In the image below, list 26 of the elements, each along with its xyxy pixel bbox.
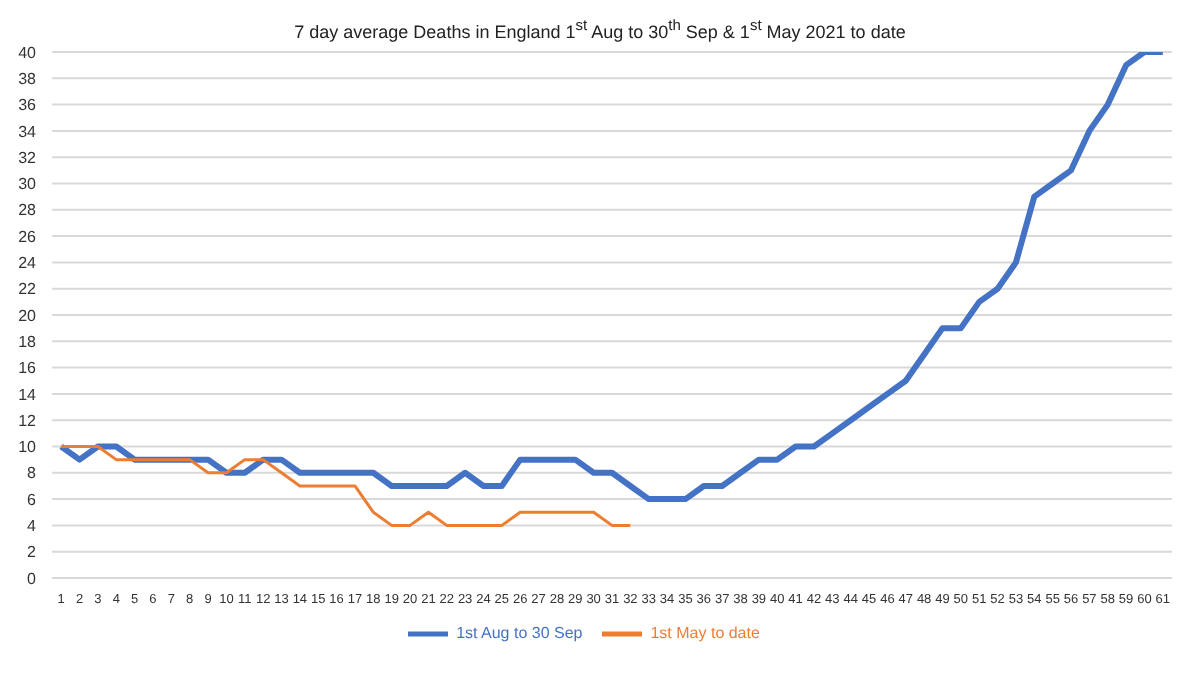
line-series: [59, 445, 632, 527]
legend-label: 1st May to date: [650, 624, 760, 643]
y-tick-label: 14: [18, 385, 38, 404]
y-tick-label: 8: [27, 464, 38, 483]
y-tick-label: 16: [18, 359, 38, 378]
y-tick-label: 18: [18, 332, 38, 351]
legend-label: 1st Aug to 30 Sep: [456, 624, 583, 643]
y-tick-label: 20: [18, 306, 38, 325]
y-tick-label: 40: [18, 43, 38, 62]
y-tick-label: 2: [27, 543, 38, 562]
y-tick-label: 22: [18, 280, 38, 299]
y-tick-label: 0: [27, 569, 38, 588]
y-tick-label: 12: [18, 411, 38, 430]
y-tick-label: 4: [27, 517, 38, 536]
y-tick-label: 28: [18, 201, 38, 220]
y-tick-label: 6: [27, 490, 38, 509]
y-tick-label: 26: [18, 227, 38, 246]
chart-title: 7 day average Deaths in England 1$^{st}$ Aug to 30$^{th}$ Sep & 1$^{st}$ May 2021 to date: [292, 16, 908, 44]
y-tick-label: 24: [18, 254, 38, 273]
y-tick-label: 34: [18, 122, 38, 141]
y-tick-label: 36: [18, 96, 38, 115]
y-tick-label: 32: [18, 148, 38, 167]
y-tick-label: 30: [18, 175, 38, 194]
y-tick-label: 38: [18, 69, 38, 88]
y-tick-label: 10: [18, 438, 38, 457]
line-series: [58, 52, 1166, 503]
